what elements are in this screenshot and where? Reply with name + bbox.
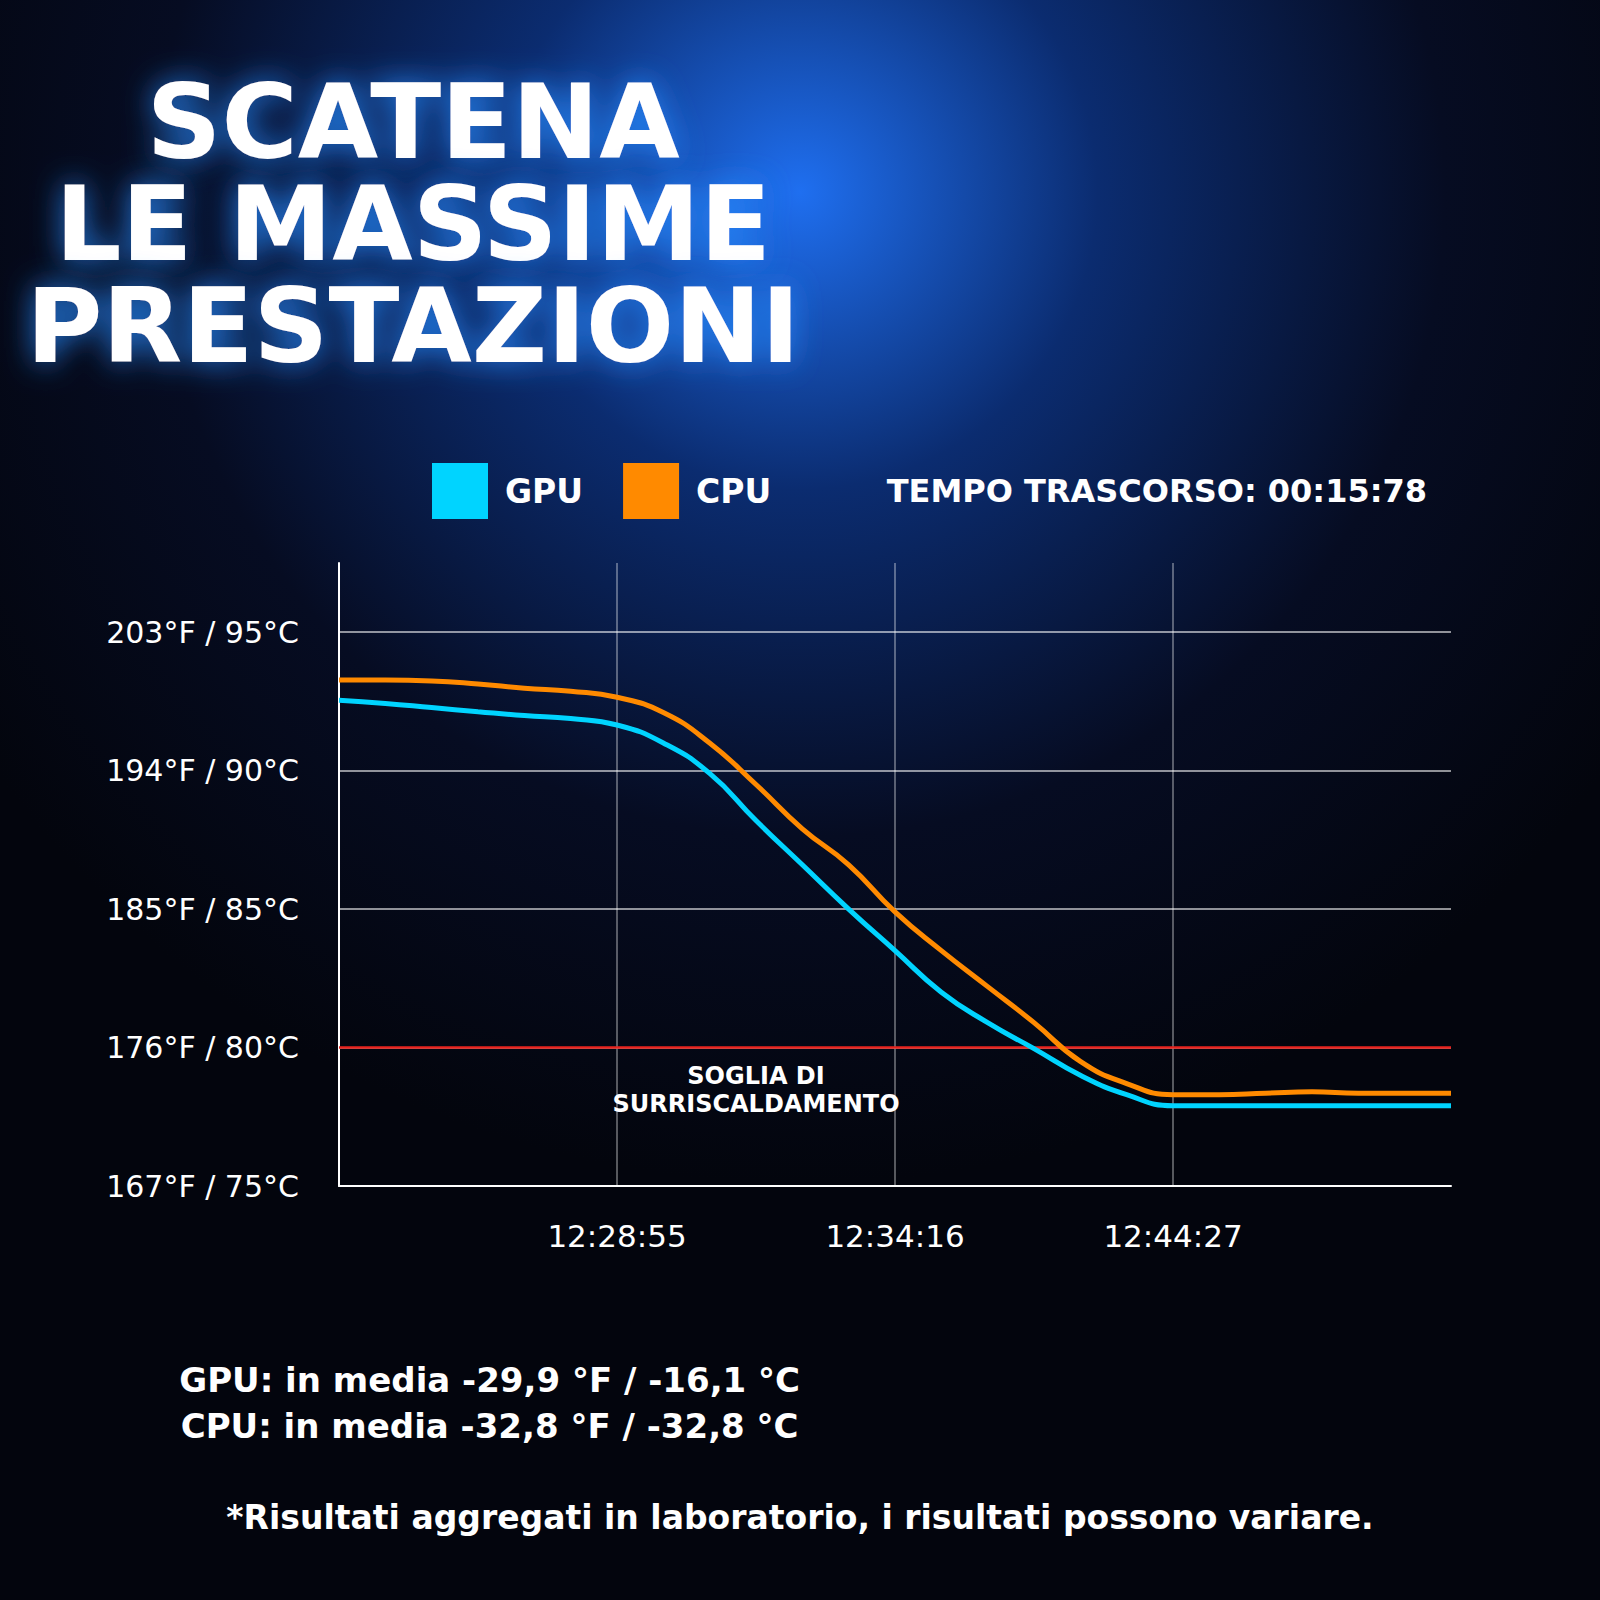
svg-text:176°F / 80°C: 176°F / 80°C <box>106 1030 299 1065</box>
svg-text:CPU: in media -32,8 °F / -32,8: CPU: in media -32,8 °F / -32,8 °C <box>181 1406 799 1446</box>
svg-text:12:28:55: 12:28:55 <box>547 1218 686 1254</box>
svg-text:SCATENA: SCATENA <box>146 61 680 183</box>
svg-text:12:44:27: 12:44:27 <box>1103 1218 1242 1254</box>
svg-text:*Risultati aggregati in labora: *Risultati aggregati in laboratorio, i r… <box>226 1498 1373 1537</box>
svg-text:167°F / 75°C: 167°F / 75°C <box>106 1169 299 1204</box>
svg-text:LE MASSIME: LE MASSIME <box>55 163 771 285</box>
svg-text:185°F / 85°C: 185°F / 85°C <box>106 892 299 927</box>
svg-text:CPU: CPU <box>696 472 771 511</box>
svg-text:203°F / 95°C: 203°F / 95°C <box>106 615 299 650</box>
svg-text:GPU: GPU <box>505 472 583 511</box>
svg-text:TEMPO TRASCORSO: 00:15:78: TEMPO TRASCORSO: 00:15:78 <box>887 472 1427 510</box>
svg-text:GPU: in media -29,9 °F / -16,1: GPU: in media -29,9 °F / -16,1 °C <box>179 1360 800 1400</box>
svg-text:SURRISCALDAMENTO: SURRISCALDAMENTO <box>612 1090 899 1118</box>
svg-text:SOGLIA DI: SOGLIA DI <box>687 1062 824 1090</box>
svg-text:12:34:16: 12:34:16 <box>825 1218 964 1254</box>
svg-text:PRESTAZIONI: PRESTAZIONI <box>26 265 800 387</box>
svg-text:194°F / 90°C: 194°F / 90°C <box>106 753 299 788</box>
